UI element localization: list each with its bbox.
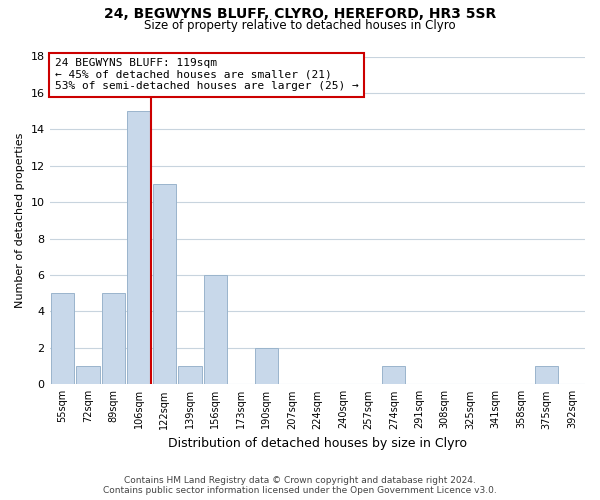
Text: 24, BEGWYNS BLUFF, CLYRO, HEREFORD, HR3 5SR: 24, BEGWYNS BLUFF, CLYRO, HEREFORD, HR3 … (104, 8, 496, 22)
Bar (178, 366, 202, 384)
Text: Size of property relative to detached houses in Clyro: Size of property relative to detached ho… (144, 19, 456, 32)
Bar (254, 348, 278, 385)
Text: Contains HM Land Registry data © Crown copyright and database right 2024.
Contai: Contains HM Land Registry data © Crown c… (103, 476, 497, 495)
Text: 24 BEGWYNS BLUFF: 119sqm
← 45% of detached houses are smaller (21)
53% of semi-d: 24 BEGWYNS BLUFF: 119sqm ← 45% of detach… (55, 58, 359, 92)
Bar (382, 366, 406, 384)
Y-axis label: Number of detached properties: Number of detached properties (15, 132, 25, 308)
Bar (50, 293, 74, 384)
Bar (152, 184, 176, 384)
Bar (76, 366, 100, 384)
Bar (101, 293, 125, 384)
Bar (535, 366, 559, 384)
Bar (127, 111, 151, 384)
X-axis label: Distribution of detached houses by size in Clyro: Distribution of detached houses by size … (168, 437, 467, 450)
Bar (203, 275, 227, 384)
